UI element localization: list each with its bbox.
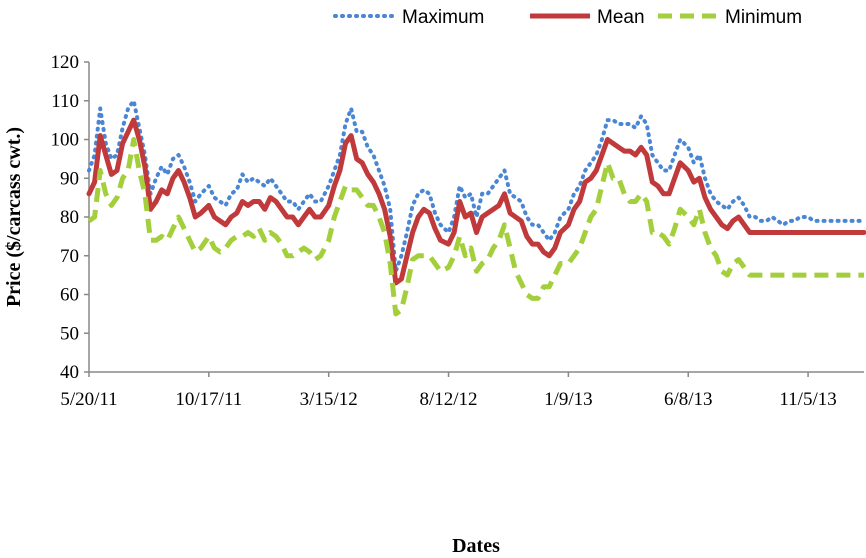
x-tick-label: 3/15/12 [300,389,358,410]
legend-entry-mean: Mean [530,7,645,28]
legend-label-minimum: Minimum [725,7,802,28]
legend-entry-maximum: Maximum [333,7,484,28]
y-tick-label: 60 [60,285,79,306]
y-tick-label: 70 [60,246,79,267]
x-axis-ticks: 5/20/11 10/17/11 3/15/12 8/12/12 1/9/13 6/8/1… [60,372,837,410]
series-line-maximum [87,98,866,274]
y-axis-title: Price ($/carcass cwt.) [3,127,25,307]
x-tick-label: 6/8/13 [664,389,713,410]
y-tick-label: 80 [60,207,79,228]
y-tick-label: 100 [51,130,80,151]
x-axis-title: Dates [452,535,500,557]
x-tick-label: 1/9/13 [544,389,593,410]
series-line-minimum [87,137,864,317]
legend-label-mean: Mean [597,7,645,28]
y-tick-label: 40 [60,362,79,383]
x-tick-label: 10/17/11 [175,389,242,410]
x-tick-label: 11/5/13 [779,389,836,410]
x-tick-label: 5/20/11 [60,389,117,410]
legend: Maximum Mean Minimum [333,7,802,28]
y-tick-label: 50 [60,323,79,344]
series-layer [86,98,866,317]
series-line-mean [86,117,866,286]
x-tick-label: 8/12/12 [420,389,478,410]
legend-entry-minimum: Minimum [658,7,802,28]
y-tick-label: 90 [60,168,79,189]
y-tick-label: 110 [51,91,79,112]
y-tick-label: 120 [51,52,80,73]
y-axis-ticks: 40 50 60 70 80 90 100 110 120 [51,52,89,383]
legend-label-maximum: Maximum [402,7,484,28]
